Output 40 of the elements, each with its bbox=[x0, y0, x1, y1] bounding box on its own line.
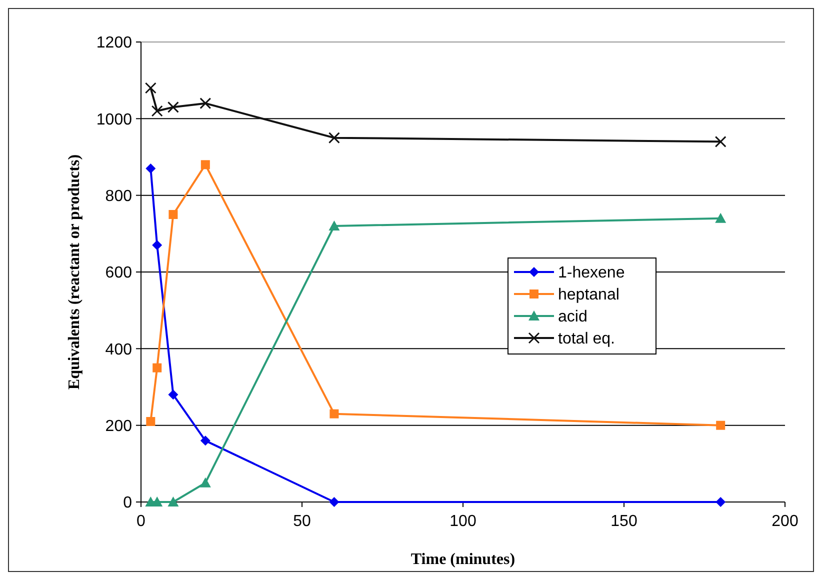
y-tick-label: 1200 bbox=[96, 34, 132, 52]
point bbox=[200, 436, 210, 446]
point bbox=[167, 101, 179, 113]
point bbox=[328, 132, 340, 144]
point bbox=[168, 210, 178, 219]
point bbox=[152, 363, 162, 372]
point bbox=[200, 98, 212, 110]
point bbox=[714, 136, 726, 148]
point bbox=[146, 417, 156, 426]
x-axis-title: Time (minutes) bbox=[410, 551, 516, 568]
y-tick-label: 400 bbox=[105, 341, 132, 358]
legend-label: total eq. bbox=[558, 330, 615, 348]
legend-label: heptanal bbox=[558, 286, 620, 304]
x-tick-label: 200 bbox=[772, 513, 798, 530]
point bbox=[328, 220, 340, 230]
point bbox=[168, 390, 178, 400]
point bbox=[168, 496, 179, 506]
point bbox=[330, 409, 339, 418]
y-tick-label: 1000 bbox=[96, 111, 132, 128]
y-axis-title: Equivalents (reactant or products) bbox=[66, 154, 83, 390]
y-tick-label: 200 bbox=[105, 418, 132, 435]
point bbox=[144, 82, 156, 94]
x-tick-label: 0 bbox=[136, 513, 146, 530]
legend-label: 1-hexene bbox=[558, 264, 625, 282]
point bbox=[151, 105, 163, 117]
y-tick-label: 0 bbox=[123, 494, 132, 512]
point bbox=[200, 160, 210, 170]
point bbox=[329, 497, 340, 507]
legend-label: acid bbox=[558, 308, 588, 326]
x-tick-label: 50 bbox=[293, 513, 311, 530]
x-tick-label: 100 bbox=[450, 513, 476, 530]
point bbox=[715, 212, 726, 223]
point bbox=[200, 477, 211, 488]
point bbox=[152, 240, 162, 250]
point bbox=[716, 420, 726, 430]
y-tick-label: 800 bbox=[105, 188, 132, 205]
point bbox=[716, 497, 726, 507]
y-tick-label: 600 bbox=[105, 264, 132, 282]
point bbox=[146, 164, 156, 174]
x-tick-label: 150 bbox=[610, 513, 638, 530]
